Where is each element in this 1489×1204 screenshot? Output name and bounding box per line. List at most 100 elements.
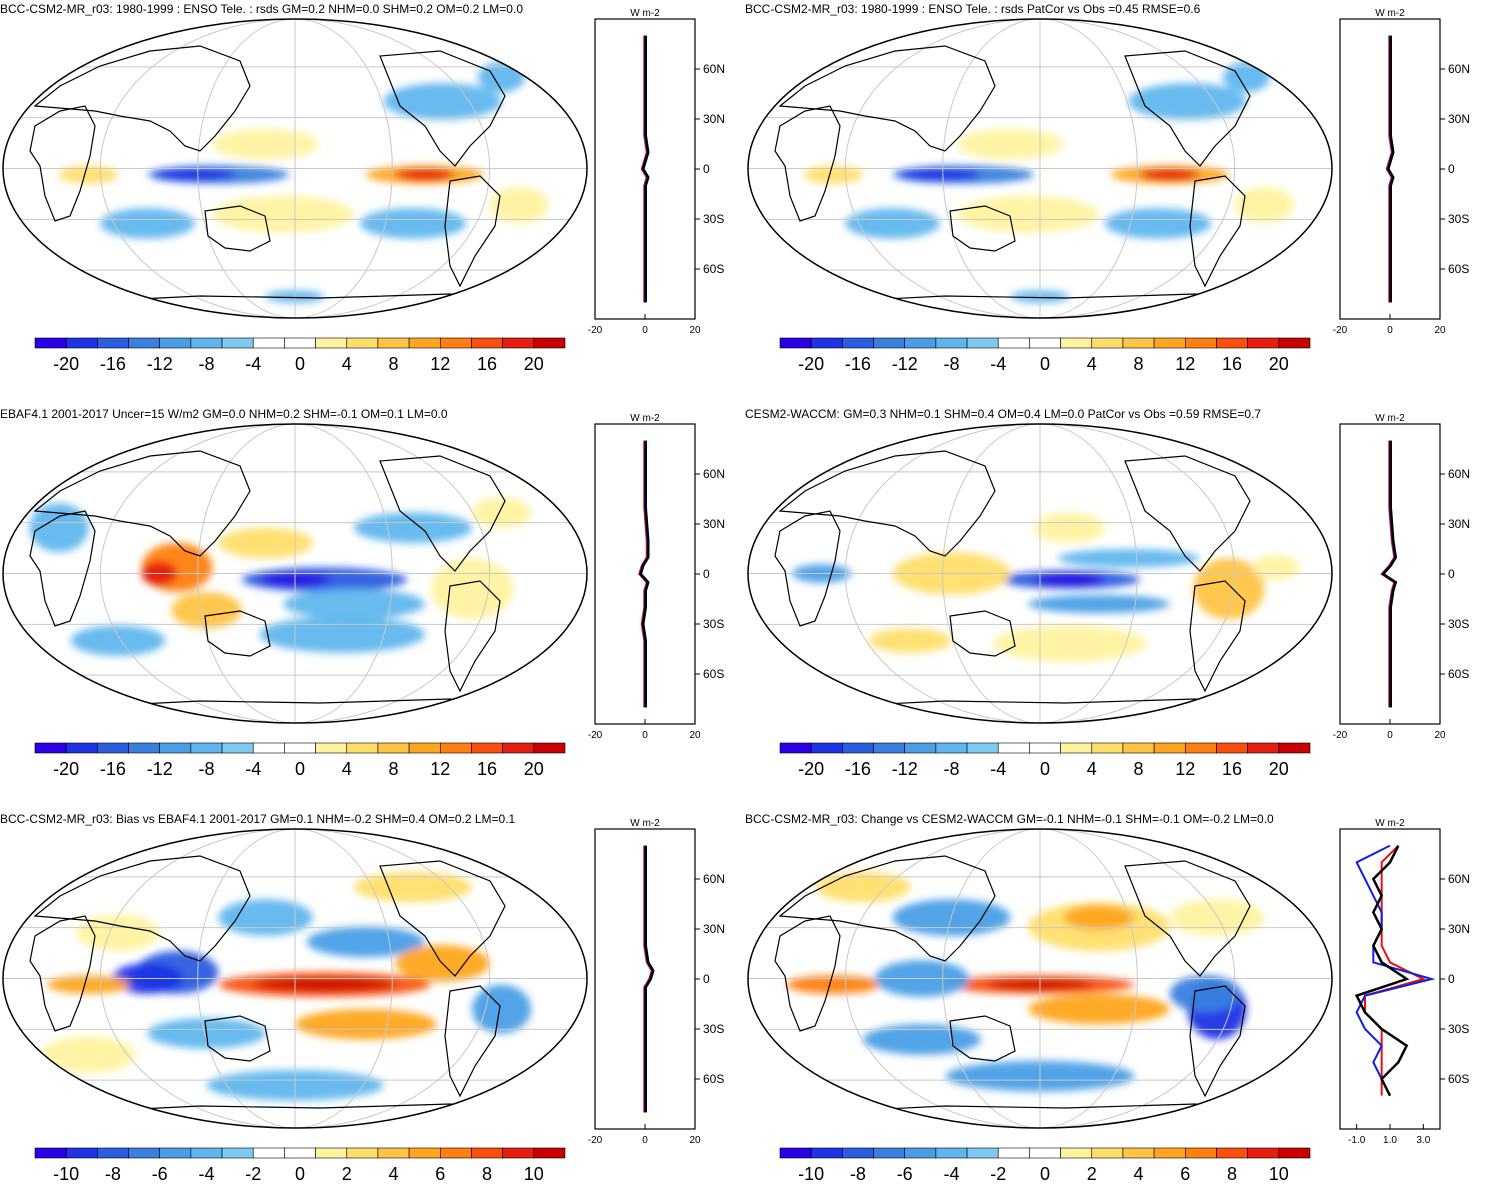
- anomaly-region: [306, 926, 425, 958]
- latitude-tick-label: 30S: [1448, 1022, 1469, 1036]
- world-map: [2, 18, 588, 319]
- colorbar-label: 8: [1227, 1164, 1237, 1184]
- anomaly-region: [1028, 993, 1170, 1025]
- colorbar-box: [221, 337, 254, 349]
- colorbar-label: 8: [389, 354, 399, 374]
- coastline: [29, 105, 96, 222]
- panel-1: BCC-CSM2-MR_r03: 1980-1999 : ENSO Tele. …: [0, 0, 744, 394]
- colorbar-box: [997, 1147, 1030, 1159]
- zonal-mean-profile: W m-2 60N 30N 0 30S 60S -20 0 20: [1333, 413, 1470, 741]
- colorbar-label: 16: [1222, 354, 1242, 374]
- latitude-tick-label: 30N: [1448, 517, 1470, 531]
- latitude-tick-label: 30N: [703, 922, 725, 936]
- coastline: [949, 205, 1016, 252]
- colorbar-box: [284, 742, 316, 754]
- latitude-tick-label: 60N: [1448, 872, 1470, 886]
- colorbar-label: 4: [342, 759, 352, 779]
- colorbar-label: 12: [430, 354, 450, 374]
- colorbar-box: [1247, 337, 1280, 349]
- colorbar-label: -8: [943, 759, 959, 779]
- colorbar-label: 20: [1269, 759, 1289, 779]
- colorbar-box: [252, 742, 285, 754]
- colorbar-label: -12: [147, 759, 173, 779]
- colorbar-box: [471, 742, 503, 754]
- anomaly-region: [786, 975, 881, 994]
- colorbar-box: [346, 337, 379, 349]
- anomaly-region: [1169, 899, 1265, 936]
- coastline: [949, 610, 1016, 657]
- world-map: [747, 423, 1333, 724]
- colorbar-label: -8: [105, 1164, 121, 1184]
- coastline: [379, 860, 506, 977]
- latitude-tick-label: 60S: [1448, 1072, 1469, 1086]
- colorbar-box: [842, 1147, 874, 1159]
- colorbar-label: -4: [990, 759, 1006, 779]
- anomaly-region: [41, 1036, 136, 1074]
- colorbar-label: -16: [845, 354, 871, 374]
- colorbar-box: [1278, 1147, 1311, 1159]
- colorbar-box: [935, 1147, 968, 1159]
- colorbar-label: -8: [198, 759, 214, 779]
- colorbar-box: [221, 742, 254, 754]
- colorbar-label: 4: [1134, 1164, 1144, 1184]
- colorbar-box: [252, 1147, 285, 1159]
- colorbar-box: [1122, 742, 1155, 754]
- panel-3: EBAF4.1 2001-2017 Uncer=15 W/m2 GM=0.0 N…: [0, 405, 744, 799]
- latitude-tick-label: 30S: [703, 212, 724, 226]
- colorbar-label: 6: [435, 1164, 445, 1184]
- colorbar-box: [533, 337, 566, 349]
- colorbar-box: [810, 742, 843, 754]
- colorbar-box: [346, 742, 379, 754]
- colorbar-label: 0: [295, 354, 305, 374]
- coastline: [204, 610, 271, 657]
- coastline: [774, 510, 841, 627]
- anomaly-region: [153, 168, 236, 181]
- anomaly-region: [259, 616, 425, 653]
- colorbar-label: -10: [798, 1164, 824, 1184]
- anomaly-region: [395, 168, 455, 181]
- colorbar-box: [873, 1147, 906, 1159]
- anomaly-region: [1028, 594, 1170, 614]
- colorbar-box: [315, 337, 348, 349]
- colorbar-box: [34, 1147, 67, 1159]
- anomaly-region: [477, 61, 526, 93]
- coastline: [444, 580, 501, 693]
- colorbar-label: -8: [850, 1164, 866, 1184]
- zonal-mean-profile: W m-2 60N 30N 0 30S 60S -20 0 20: [588, 8, 725, 336]
- coastline: [29, 510, 96, 627]
- panel-title: BCC-CSM2-MR_r03: 1980-1999 : ENSO Tele. …: [0, 2, 523, 16]
- world-map: [747, 18, 1333, 319]
- colorbar-label: 16: [477, 354, 497, 374]
- anomaly-region: [76, 914, 160, 952]
- anomaly-region: [100, 208, 195, 239]
- colorbar-label: -12: [147, 354, 173, 374]
- colorbar-label: -4: [198, 1164, 214, 1184]
- anomaly-region: [354, 871, 472, 903]
- panel-title: BCC-CSM2-MR_r03: Change vs CESM2-WACCM G…: [745, 812, 1274, 826]
- latitude-tick-label: 60N: [1448, 467, 1470, 481]
- profile-x-tick-label: 0: [1387, 730, 1393, 741]
- colorbar-box: [502, 742, 535, 754]
- anomaly-region: [171, 591, 242, 629]
- colorbar-box: [159, 742, 192, 754]
- colorbar-box: [346, 1147, 379, 1159]
- panel-title: BCC-CSM2-MR_r03: Bias vs EBAF4.1 2001-20…: [0, 812, 516, 826]
- latitude-tick-label: 60S: [703, 1072, 724, 1086]
- latitude-tick-label: 60N: [703, 467, 725, 481]
- colorbar-box: [190, 1147, 223, 1159]
- anomaly-region: [218, 899, 313, 936]
- coastline: [949, 1015, 1016, 1062]
- colorbar-box: [284, 337, 316, 349]
- colorbar-box: [190, 337, 223, 349]
- coastline: [1189, 985, 1246, 1098]
- colorbar-label: 2: [342, 1164, 352, 1184]
- profile-x-tick-label: 0: [642, 730, 648, 741]
- colorbar-box: [533, 742, 566, 754]
- colorbar-box: [997, 337, 1030, 349]
- latitude-tick-label: 60S: [1448, 262, 1469, 276]
- colorbar-box: [1122, 337, 1155, 349]
- profile-x-tick-label: -20: [588, 1135, 603, 1146]
- colorbar-box: [1184, 1147, 1217, 1159]
- world-map: [747, 828, 1333, 1129]
- anomaly-region: [59, 165, 118, 184]
